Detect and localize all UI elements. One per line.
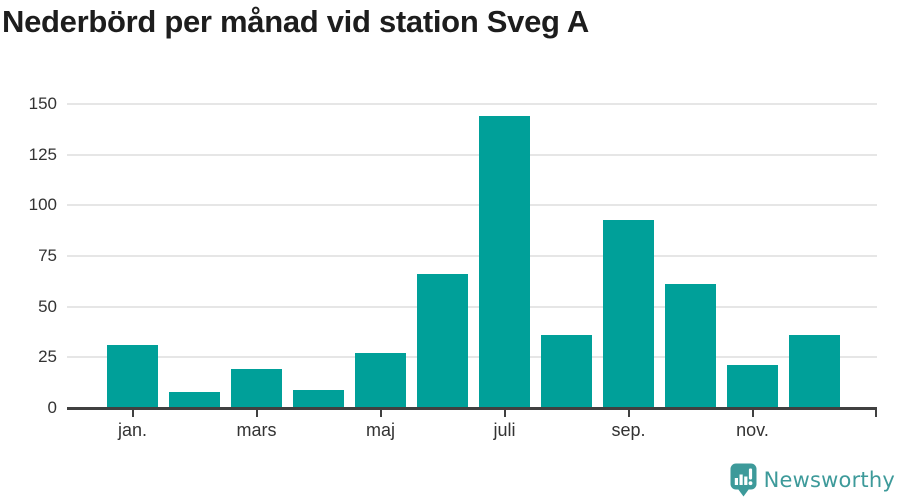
y-axis-tick-label: 150 <box>28 94 57 113</box>
bar <box>479 116 530 408</box>
bar <box>107 345 158 408</box>
x-axis-tick-label: maj <box>365 420 395 440</box>
y-axis-tick-label: 0 <box>47 398 57 417</box>
y-axis-tick-label: 125 <box>28 144 57 164</box>
bar <box>789 335 840 408</box>
x-axis-tick <box>751 410 754 417</box>
gridline <box>67 103 877 105</box>
x-axis-tick-label: nov. <box>736 420 769 440</box>
bar <box>665 284 716 408</box>
chart-title: Nederbörd per månad vid station Sveg A <box>2 4 589 39</box>
x-axis-tick-label: sep. <box>611 420 646 440</box>
bar <box>541 335 592 408</box>
gridline <box>67 204 877 207</box>
gridline <box>67 153 877 156</box>
x-axis-tick <box>255 410 258 417</box>
newsworthy-logo[interactable]: Newsworthy <box>730 463 895 497</box>
bar <box>231 369 282 408</box>
bar <box>727 365 778 408</box>
gridline <box>67 255 877 257</box>
bar <box>603 220 654 408</box>
y-axis-tick-label: 75 <box>38 246 57 265</box>
x-axis-tick-label: juli <box>493 420 516 440</box>
newsworthy-logo-text: Newsworthy <box>763 468 895 492</box>
y-axis-tick-label: 25 <box>38 347 57 367</box>
x-axis-tick <box>627 410 630 417</box>
y-axis-tick-label: 100 <box>28 195 57 215</box>
x-axis-tick-label: mars <box>236 420 277 440</box>
gridline <box>67 356 877 359</box>
x-axis-tick <box>131 410 134 417</box>
bar <box>169 392 220 408</box>
bar <box>293 390 344 408</box>
gridline <box>67 305 877 308</box>
bar <box>355 353 406 408</box>
x-axis-tick-label: jan. <box>117 420 148 440</box>
bar-chart-speech-bubble-icon <box>730 463 757 497</box>
x-axis-tick <box>379 410 382 417</box>
x-axis-end-tick <box>875 410 877 417</box>
bar <box>417 274 468 408</box>
y-axis-tick-label: 50 <box>38 296 57 316</box>
x-axis-line <box>67 407 877 410</box>
x-axis-tick <box>503 410 506 417</box>
